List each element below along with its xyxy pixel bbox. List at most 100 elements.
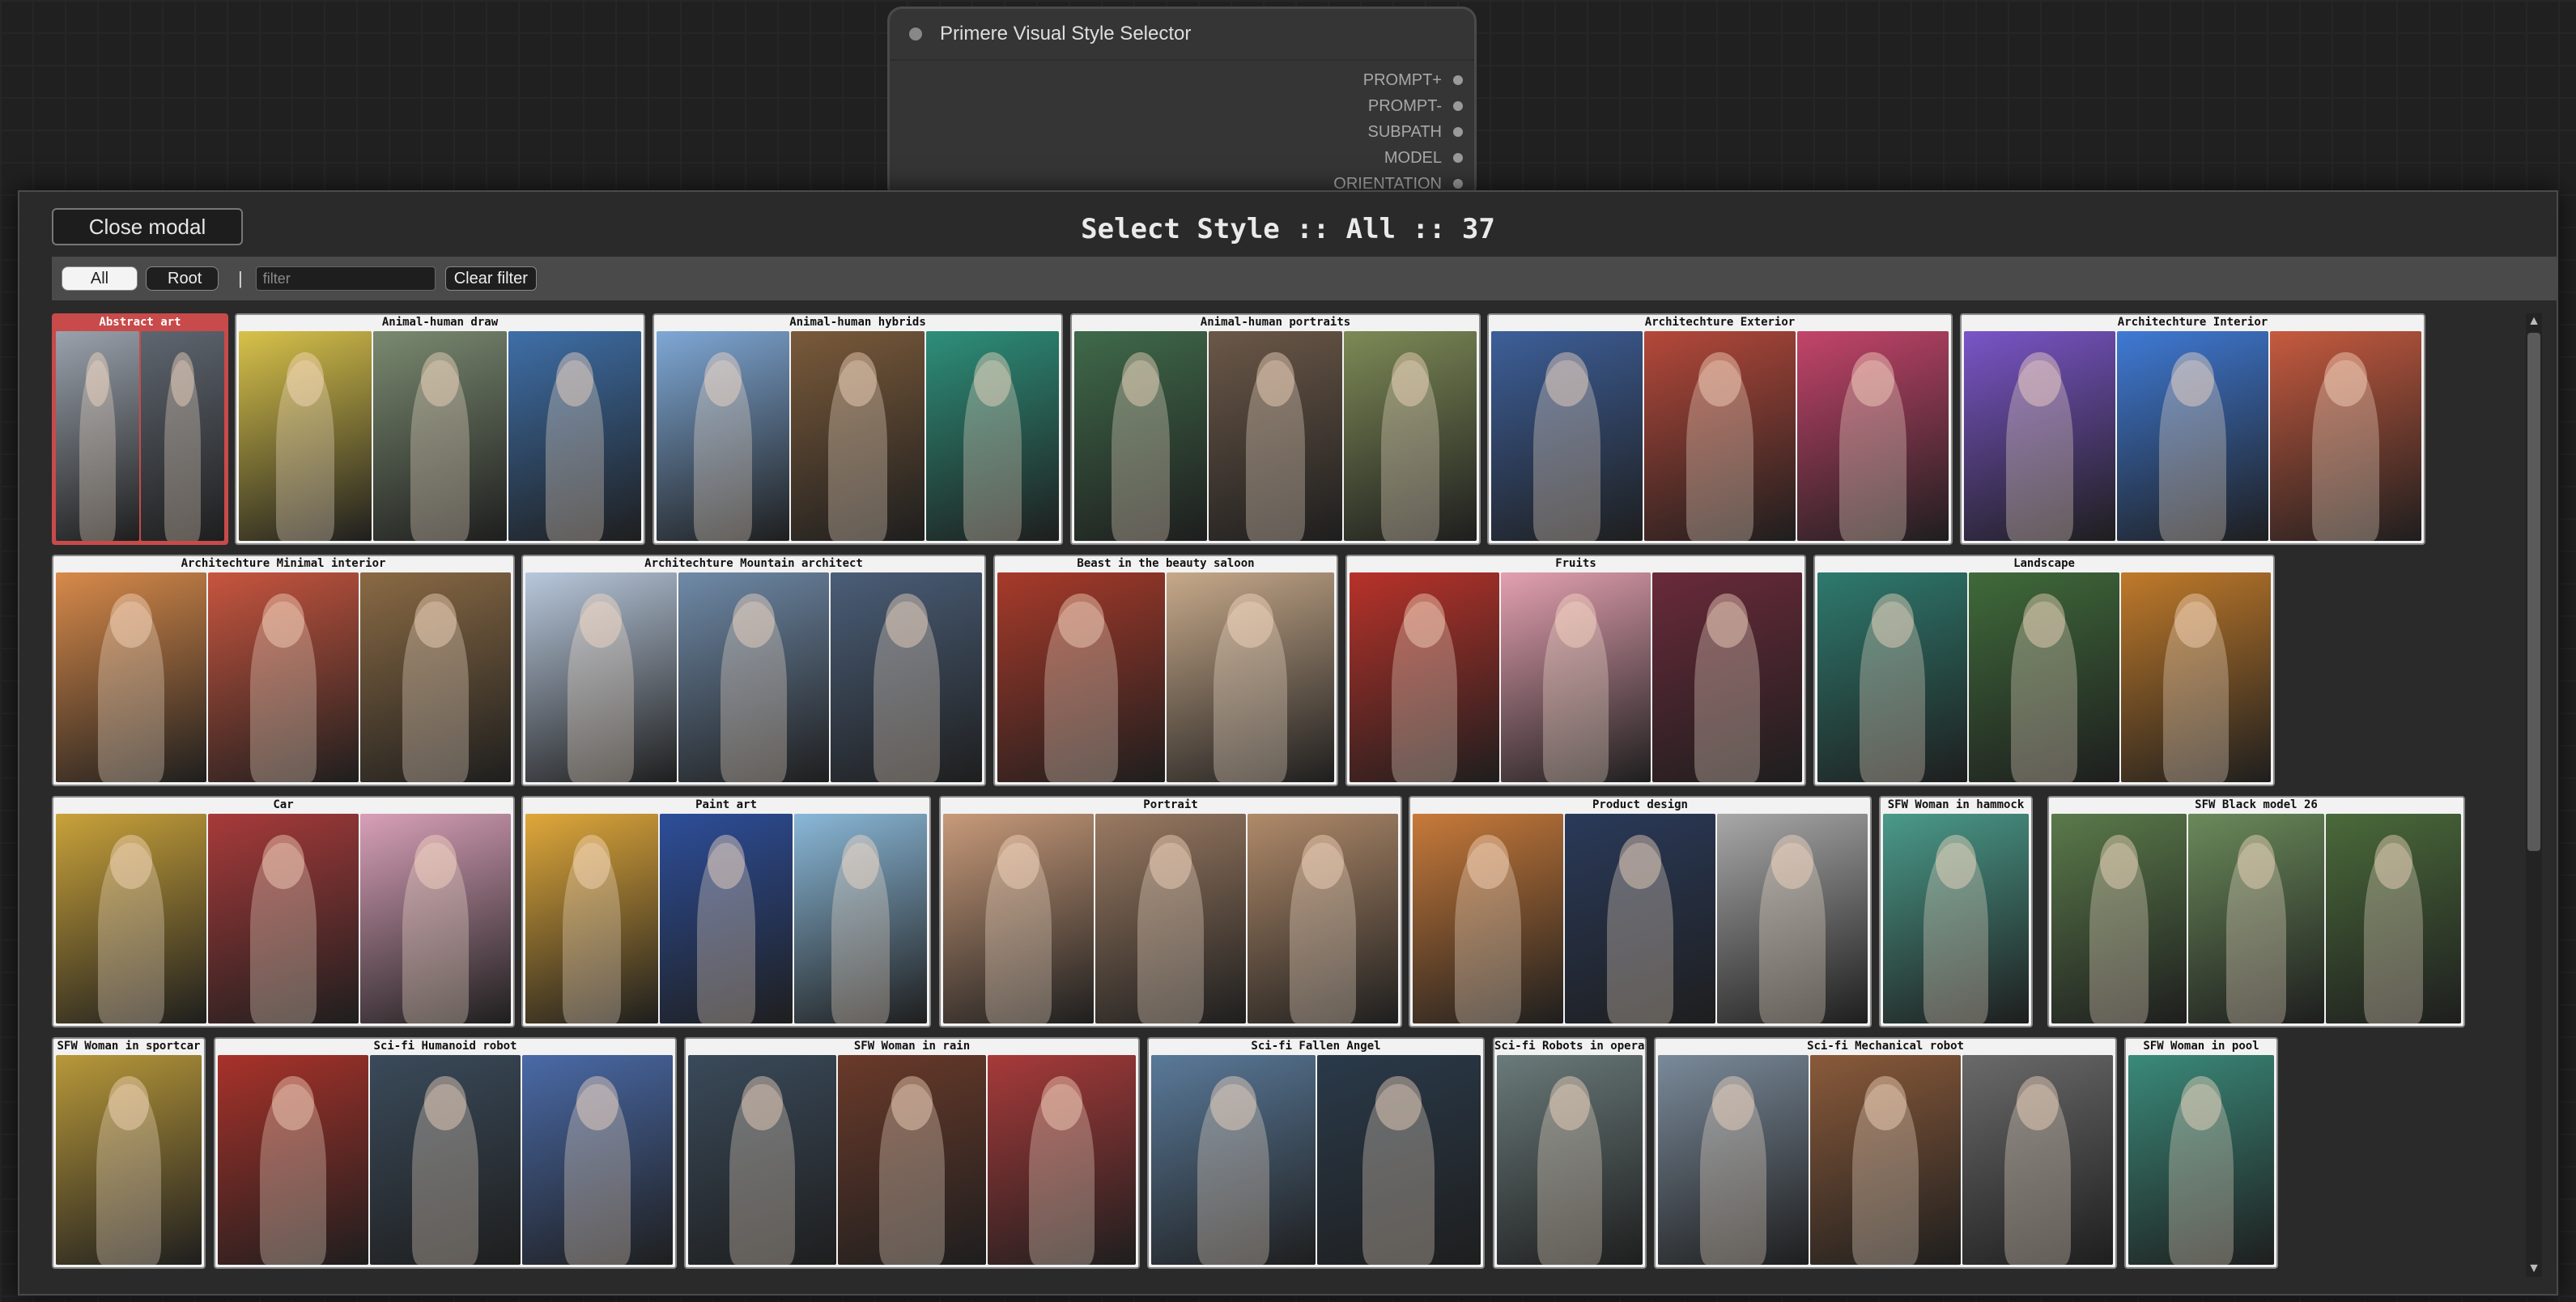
preview-figure xyxy=(410,360,470,541)
output-prompt-plus[interactable]: PROMPT+ xyxy=(1333,67,1463,93)
style-card[interactable]: SFW Woman in pool xyxy=(2124,1037,2278,1269)
style-card[interactable]: Sci-fi Humanoid robot xyxy=(214,1037,677,1269)
style-preview-images xyxy=(1497,1055,1643,1265)
style-card[interactable]: Sci-fi Robots in operat xyxy=(1493,1037,1647,1269)
output-prompt-minus[interactable]: PROMPT- xyxy=(1333,93,1463,119)
preview-figure xyxy=(2011,602,2077,782)
preview-figure-head xyxy=(1770,834,1814,890)
style-card[interactable]: Animal-human portraits xyxy=(1070,313,1481,545)
style-preview-image xyxy=(1074,331,1208,541)
preview-figure xyxy=(1694,602,1761,782)
output-orientation[interactable]: ORIENTATION xyxy=(1333,171,1463,197)
preview-figure xyxy=(1246,360,1305,541)
style-preview-images xyxy=(525,814,927,1023)
preview-figure-head xyxy=(2016,1075,2060,1131)
style-preview-images xyxy=(1074,331,1477,541)
style-preview-image xyxy=(1565,814,1715,1023)
node-header[interactable]: Primere Visual Style Selector xyxy=(890,9,1474,61)
output-port[interactable] xyxy=(1453,101,1463,111)
style-preview-image xyxy=(508,331,641,541)
style-card-label: Sci-fi Mechanical robot xyxy=(1807,1040,1964,1053)
style-card[interactable]: Architechture Mountain architect xyxy=(521,555,986,786)
output-port[interactable] xyxy=(1453,153,1463,163)
style-preview-image xyxy=(943,814,1094,1023)
preview-figure xyxy=(545,360,604,541)
style-card-label: SFW Woman in sportcar xyxy=(57,1040,201,1053)
style-card[interactable]: SFW Woman in hammock xyxy=(1879,796,2033,1028)
output-model[interactable]: MODEL xyxy=(1333,145,1463,171)
style-card-label: Landscape xyxy=(2013,557,2075,570)
preview-figure xyxy=(2363,843,2424,1023)
preview-figure xyxy=(873,602,940,782)
node-collapse-dot[interactable] xyxy=(909,28,922,40)
style-card-label: Architechture Mountain architect xyxy=(644,557,863,570)
scroll-up-arrow-icon[interactable]: ▲ xyxy=(2527,314,2540,328)
style-card-label: Portrait xyxy=(1143,798,1198,811)
style-card[interactable]: Abstract art xyxy=(52,313,228,545)
preview-figure-head xyxy=(108,1075,150,1131)
output-port[interactable] xyxy=(1453,75,1463,85)
style-preview-image xyxy=(1497,1055,1643,1265)
style-card[interactable]: Animal-human hybrids xyxy=(653,313,1063,545)
output-port[interactable] xyxy=(1453,127,1463,137)
preview-figure xyxy=(1700,1084,1766,1265)
style-preview-image xyxy=(1209,331,1342,541)
clear-filter-button[interactable]: Clear filter xyxy=(444,266,537,291)
style-card[interactable]: Sci-fi Fallen Angel xyxy=(1147,1037,1485,1269)
style-card[interactable]: Architechture Exterior xyxy=(1487,313,1953,545)
style-card[interactable]: Paint art xyxy=(521,796,931,1028)
style-card[interactable]: Architechture Interior xyxy=(1960,313,2425,545)
style-selector-node[interactable]: Primere Visual Style Selector PROMPT+ PR… xyxy=(887,6,1477,201)
style-card[interactable]: SFW Woman in rain xyxy=(684,1037,1140,1269)
style-preview-image xyxy=(141,331,224,541)
preview-figure-head xyxy=(1935,834,1977,890)
style-card-label: SFW Woman in rain xyxy=(853,1040,971,1053)
preview-figure-head xyxy=(261,834,305,890)
style-preview-image xyxy=(1652,572,1802,782)
preview-figure xyxy=(1533,360,1600,541)
style-preview-image xyxy=(1167,572,1334,782)
style-card-label: Car xyxy=(273,798,294,811)
scroll-down-arrow-icon[interactable]: ▼ xyxy=(2527,1262,2540,1275)
filter-root-button[interactable]: Root xyxy=(146,266,219,291)
style-preview-images xyxy=(1883,814,2029,1023)
preview-figure-head xyxy=(555,351,593,407)
style-preview-image xyxy=(1501,572,1651,782)
preview-figure-head xyxy=(1122,351,1160,407)
preview-figure-head xyxy=(86,351,109,407)
preview-figure xyxy=(1380,360,1439,541)
style-card[interactable]: Beast in the beauty saloon xyxy=(993,555,1338,786)
style-card[interactable]: SFW Black model 26 xyxy=(2047,796,2465,1028)
preview-figure xyxy=(1607,843,1673,1023)
style-card[interactable]: Landscape xyxy=(1813,555,2275,786)
filter-input[interactable] xyxy=(255,266,436,291)
scroll-thumb[interactable] xyxy=(2527,333,2540,851)
style-card[interactable]: SFW Woman in sportcar xyxy=(52,1037,206,1269)
style-preview-image xyxy=(997,572,1165,782)
style-preview-images xyxy=(2051,814,2461,1023)
preview-figure xyxy=(1290,843,1356,1023)
style-card[interactable]: Car xyxy=(52,796,515,1028)
style-preview-image xyxy=(1413,814,1563,1023)
style-preview-image xyxy=(678,572,830,782)
style-card[interactable]: Portrait xyxy=(939,796,1402,1028)
style-card[interactable]: Product design xyxy=(1409,796,1872,1028)
style-preview-image xyxy=(2270,331,2421,541)
style-preview-images xyxy=(1817,572,2271,782)
style-card[interactable]: Sci-fi Mechanical robot xyxy=(1654,1037,2117,1269)
style-card[interactable]: Animal-human draw xyxy=(235,313,645,545)
style-preview-image xyxy=(988,1055,1136,1265)
output-port[interactable] xyxy=(1453,179,1463,189)
filter-all-button[interactable]: All xyxy=(62,266,138,291)
preview-figure-head xyxy=(423,1075,467,1131)
preview-figure-head xyxy=(261,593,305,649)
style-card[interactable]: Fruits xyxy=(1345,555,1806,786)
preview-figure-head xyxy=(973,351,1011,407)
style-preview-image xyxy=(360,572,511,782)
output-subpath[interactable]: SUBPATH xyxy=(1333,119,1463,145)
preview-figure-head xyxy=(2374,834,2412,890)
scrollbar[interactable]: ▲ ▼ xyxy=(2526,313,2542,1277)
close-modal-button[interactable]: Close modal xyxy=(52,208,243,245)
style-card[interactable]: Architechture Minimal interior xyxy=(52,555,515,786)
preview-figure xyxy=(276,360,335,541)
